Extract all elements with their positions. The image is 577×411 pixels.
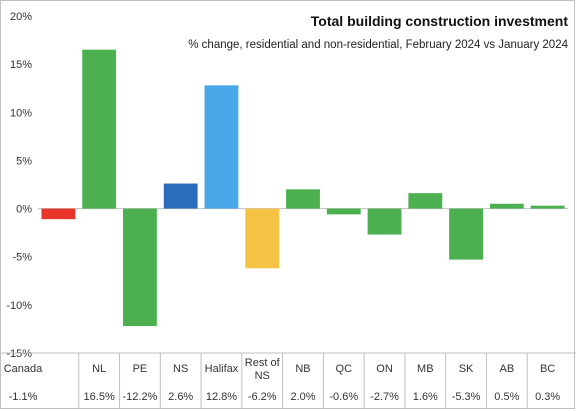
y-tick-label: 0% bbox=[16, 204, 32, 216]
bar-qc bbox=[326, 208, 361, 215]
value-label: -6.2% bbox=[248, 391, 277, 403]
value-label: -2.7% bbox=[370, 391, 399, 403]
category-table bbox=[1, 352, 576, 409]
category-label: AB bbox=[500, 363, 515, 375]
value-label: 16.5% bbox=[84, 391, 115, 403]
bar-canada bbox=[41, 208, 76, 220]
category-label: NS bbox=[173, 363, 188, 375]
category-label: BC bbox=[540, 363, 555, 375]
value-labels: -1.1% 16.5% -12.2% 2.6% 12.8% -6.2% 2.0% -0.6% -… bbox=[9, 391, 561, 403]
value-label: -0.6% bbox=[329, 391, 358, 403]
value-label: -1.1% bbox=[9, 391, 38, 403]
bar-nl bbox=[82, 49, 117, 209]
y-tick-label: 20% bbox=[10, 11, 32, 23]
category-label: Rest of NS bbox=[245, 357, 281, 382]
value-label: 2.0% bbox=[290, 391, 315, 403]
bar-sk bbox=[449, 208, 483, 260]
y-tick-label: -15% bbox=[6, 348, 32, 360]
bars bbox=[41, 49, 565, 327]
category-labels: Canada NL PE NS Halifax Rest of NS NB QC ON MB SK AB… bbox=[4, 357, 556, 382]
bar-rest-of-ns bbox=[245, 208, 280, 269]
bar-mb bbox=[408, 193, 443, 209]
y-tick-label: -10% bbox=[6, 300, 32, 312]
value-label: 12.8% bbox=[206, 391, 237, 403]
y-tick-label: 5% bbox=[16, 155, 32, 167]
category-label: PE bbox=[133, 363, 148, 375]
value-label: -12.2% bbox=[122, 391, 157, 403]
bar-pe bbox=[123, 208, 157, 327]
category-label: SK bbox=[459, 363, 474, 375]
category-label: NL bbox=[92, 363, 106, 375]
category-label: ON bbox=[376, 363, 393, 375]
value-label: 1.6% bbox=[413, 391, 438, 403]
chart-subtitle: % change, residential and non-residentia… bbox=[188, 39, 568, 51]
category-label: Halifax bbox=[205, 363, 239, 375]
chart-title: Total building construction investment bbox=[311, 13, 569, 29]
bar-nb bbox=[286, 189, 320, 209]
category-label: Canada bbox=[4, 363, 43, 375]
category-label: NB bbox=[295, 363, 310, 375]
y-tick-label: -5% bbox=[12, 252, 32, 264]
bar-ns bbox=[163, 183, 198, 209]
bar-on bbox=[367, 208, 402, 235]
value-label: -5.3% bbox=[452, 391, 481, 403]
value-label: 0.3% bbox=[535, 391, 560, 403]
bar-ab bbox=[489, 203, 524, 209]
y-tick-label: 10% bbox=[10, 107, 32, 119]
bar-halifax bbox=[204, 85, 239, 209]
y-tick-label: 15% bbox=[10, 59, 32, 71]
category-label: QC bbox=[336, 363, 353, 375]
value-label: 2.6% bbox=[168, 391, 193, 403]
bar-bc bbox=[530, 205, 565, 209]
value-label: 0.5% bbox=[494, 391, 519, 403]
category-label: MB bbox=[417, 363, 434, 375]
